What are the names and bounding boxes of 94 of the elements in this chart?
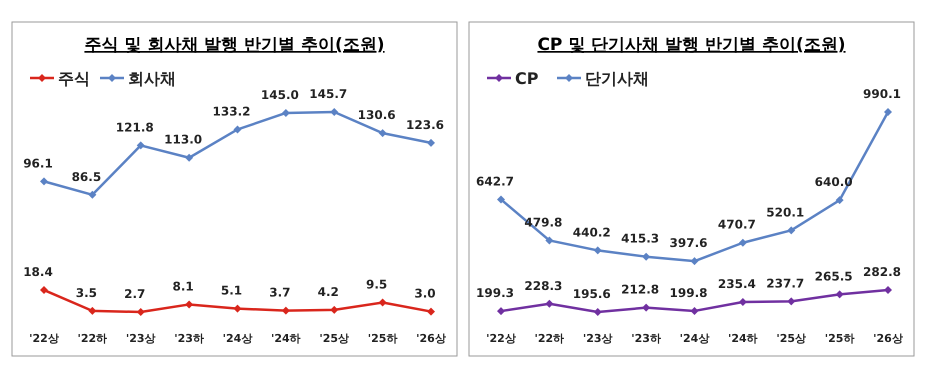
data-label: 3.7 [269, 286, 291, 300]
point [594, 308, 602, 316]
point [40, 177, 48, 186]
legend-label: 주식 [58, 69, 90, 88]
data-label: 228.3 [524, 278, 562, 293]
x-tick-label: '23상 [582, 332, 613, 345]
point [88, 306, 96, 315]
data-label: 113.0 [164, 132, 202, 147]
x-tick-label: '26상 [873, 332, 903, 345]
point [836, 290, 844, 298]
point [136, 308, 145, 316]
x-tick-label: '24상 [222, 332, 252, 345]
legend-label: 단기사채 [585, 69, 649, 88]
point [88, 190, 96, 199]
x-tick-label: '23하 [631, 332, 661, 345]
data-label: 145.7 [309, 87, 348, 101]
point [690, 257, 698, 266]
data-label: 282.8 [863, 265, 901, 280]
data-label: 415.3 [621, 232, 660, 246]
data-label: 3.5 [76, 286, 98, 300]
data-label: 199.3 [476, 286, 514, 300]
x-tick-label: '25상 [319, 332, 350, 345]
point [378, 298, 387, 306]
point [378, 129, 387, 138]
data-label: 470.7 [718, 218, 756, 232]
chart-title: CP 및 단기사채 발행 반기별 추이(조원) [537, 35, 846, 55]
x-tick-label: '22하 [78, 332, 108, 345]
data-label: 5.1 [220, 284, 242, 298]
data-label: 133.2 [212, 104, 250, 118]
data-label: 4.2 [318, 284, 339, 299]
data-label: 265.5 [814, 269, 853, 284]
legend-label: 회사채 [128, 69, 176, 88]
point [545, 236, 554, 244]
data-label: 9.5 [366, 277, 388, 292]
point [330, 306, 338, 314]
data-label: 237.7 [766, 276, 804, 290]
x-tick-label: '26상 [416, 332, 446, 345]
x-tick-label: '25하 [824, 332, 854, 345]
data-label: 2.7 [124, 287, 146, 301]
data-label: 123.6 [406, 118, 444, 132]
chart-title: 주식 및 회사채 발행 반기별 추이(조원) [84, 35, 385, 55]
point [330, 108, 338, 116]
data-label: 199.8 [670, 286, 708, 300]
point [787, 297, 796, 306]
point [738, 238, 747, 247]
x-tick-label: '23상 [126, 332, 156, 345]
point [642, 304, 650, 312]
point [185, 154, 194, 162]
point [642, 252, 650, 261]
data-label: 235.4 [718, 276, 756, 291]
legend-label: CP [515, 69, 539, 88]
data-label: 642.7 [476, 174, 514, 188]
point [185, 300, 194, 308]
data-label: 8.1 [172, 279, 194, 294]
point [690, 306, 698, 315]
point [497, 195, 505, 204]
x-tick-label: '23하 [174, 332, 204, 345]
x-tick-label: '25상 [776, 332, 806, 345]
point [234, 125, 242, 134]
data-label: 86.5 [72, 170, 102, 184]
data-label: 96.1 [23, 156, 53, 170]
data-label: 195.6 [572, 287, 611, 301]
data-label: 121.8 [116, 120, 154, 134]
point [234, 304, 242, 313]
x-tick-label: '24하 [271, 332, 301, 345]
point [884, 108, 892, 116]
data-label: 397.6 [670, 236, 708, 250]
data-label: 18.4 [23, 265, 53, 280]
x-tick-label: '25하 [368, 332, 398, 345]
x-tick-label: '22상 [486, 332, 516, 345]
point [787, 226, 796, 234]
point [594, 246, 602, 254]
point [738, 298, 747, 306]
data-label: 520.1 [766, 205, 804, 220]
x-tick-label: '24하 [728, 332, 758, 345]
data-label: 212.8 [621, 282, 660, 297]
point [136, 141, 145, 150]
data-label: 990.1 [863, 87, 901, 101]
data-label: 3.0 [414, 286, 436, 301]
point [497, 307, 505, 316]
data-label: 145.0 [260, 88, 299, 102]
point [836, 196, 844, 204]
point [282, 306, 290, 315]
data-label: 130.6 [358, 108, 396, 122]
point [545, 300, 554, 308]
x-tick-label: '22상 [29, 332, 59, 345]
point [427, 138, 435, 147]
point [282, 108, 290, 117]
point [427, 308, 435, 316]
point [884, 286, 892, 294]
point [40, 286, 48, 294]
data-label: 440.2 [572, 225, 611, 240]
x-tick-label: '22하 [534, 332, 564, 345]
x-tick-label: '24상 [680, 332, 710, 345]
